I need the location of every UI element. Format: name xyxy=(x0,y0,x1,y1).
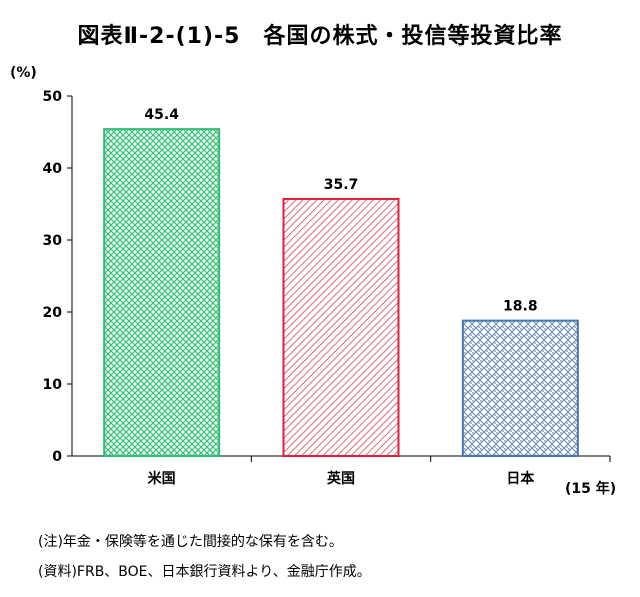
y-tick-label: 40 xyxy=(43,161,63,177)
bar-value-label: 45.4 xyxy=(144,107,179,123)
x-category-label: 日本 xyxy=(506,470,535,487)
chart-title: 図表Ⅱ-2-(1)-5 各国の株式・投信等投資比率 xyxy=(77,24,563,49)
bar-chart: (%) (15 年) 0 10 20 30 40 50 45.4 米国 35.7 英国 18.8 日… xyxy=(10,65,616,497)
y-tick-label: 0 xyxy=(52,449,62,465)
bar-jp xyxy=(461,319,579,458)
bar-value-label: 35.7 xyxy=(324,177,359,193)
y-tick-label: 10 xyxy=(43,377,63,393)
bar-value-label: 18.8 xyxy=(503,299,538,315)
source-note: (資料)FRB、BOE、日本銀行資料より、金融庁作成。 xyxy=(38,564,371,580)
bar-us xyxy=(103,128,221,457)
y-axis-unit-label: (%) xyxy=(10,65,37,81)
y-tick-label: 20 xyxy=(43,305,63,321)
bar-uk xyxy=(282,197,400,458)
y-tick-label: 30 xyxy=(43,233,63,249)
x-category-label: 米国 xyxy=(148,470,176,487)
y-tick-label: 50 xyxy=(43,89,63,105)
x-category-label: 英国 xyxy=(326,470,355,487)
x-axis-year-note: (15 年) xyxy=(565,480,616,497)
footnote: (注)年金・保険等を通じた間接的な保有を含む。 xyxy=(38,534,343,550)
